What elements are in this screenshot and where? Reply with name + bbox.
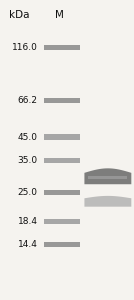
Bar (44, 45, 80, 50)
Text: M: M (55, 11, 63, 20)
Text: 14.4: 14.4 (18, 240, 38, 249)
Bar (88, 176, 127, 179)
Bar (44, 98, 80, 103)
Text: 18.4: 18.4 (18, 217, 38, 226)
Text: 116.0: 116.0 (12, 43, 38, 52)
Bar (44, 134, 80, 140)
Bar (44, 190, 80, 195)
Bar (44, 242, 80, 247)
Text: 66.2: 66.2 (18, 96, 38, 105)
Text: 45.0: 45.0 (18, 133, 38, 142)
Text: 35.0: 35.0 (17, 156, 38, 165)
Text: 25.0: 25.0 (18, 188, 38, 197)
Text: kDa: kDa (9, 11, 29, 20)
Polygon shape (84, 196, 131, 207)
Polygon shape (84, 168, 131, 184)
Bar (44, 219, 80, 224)
Bar (44, 158, 80, 163)
